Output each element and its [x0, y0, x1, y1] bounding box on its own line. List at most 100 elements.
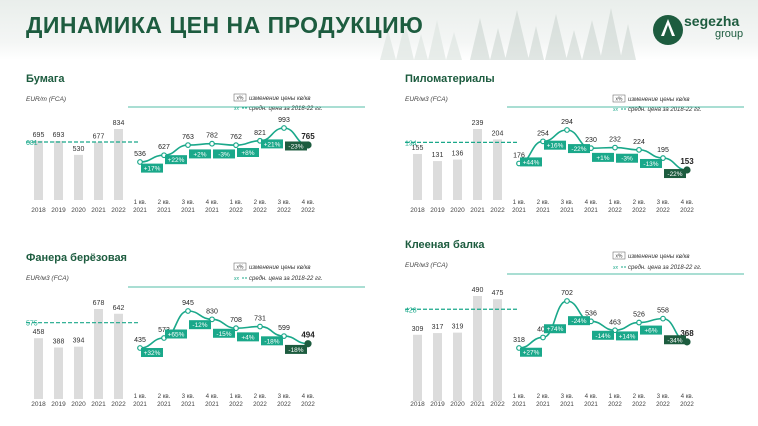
quarter-label-top: 1 кв.	[513, 393, 526, 400]
chart-unit: EUR/м3 (FCA)	[26, 275, 69, 282]
quarter-value: 254	[537, 130, 549, 137]
change-value: -13%	[643, 161, 658, 168]
change-badge-bg	[568, 144, 590, 154]
year-value: 475	[492, 290, 504, 297]
year-bar	[433, 161, 442, 200]
legend-change-label: изменение цены кв/кв	[249, 265, 311, 271]
quarter-label-top: 4 кв.	[681, 199, 694, 206]
quarter-label-year: 2022	[253, 207, 267, 213]
year-value: 131	[432, 152, 444, 159]
quarter-label-year: 2022	[253, 401, 267, 408]
chart-title: Фанера берёзовая	[26, 252, 127, 264]
change-badge-bg	[189, 320, 211, 330]
quarter-value: 536	[585, 310, 597, 317]
quarter-value: 224	[633, 139, 645, 146]
segezha-logo-icon	[653, 15, 683, 45]
quarter-label-top: 1 кв.	[134, 199, 147, 206]
quarter-value: 463	[609, 319, 621, 326]
change-badge: -18%	[285, 344, 307, 354]
year-bar	[34, 140, 43, 200]
year-bar	[54, 347, 63, 399]
change-badge-bg	[640, 325, 662, 335]
year-label: 2021	[470, 401, 485, 408]
change-badge-bg	[237, 147, 259, 157]
quarter-label-top: 1 кв.	[609, 393, 622, 400]
quarter-label-top: 4 кв.	[681, 393, 694, 400]
quarter-value: 763	[182, 134, 194, 141]
quarter-value: 526	[633, 312, 645, 319]
quarter-label-top: 2 кв.	[633, 199, 646, 206]
quarter-label-year: 2022	[680, 207, 694, 213]
quarter-label-top: 2 кв.	[537, 393, 550, 400]
quarter-label-top: 3 кв.	[278, 393, 291, 400]
quarter-label-year: 2022	[680, 401, 694, 408]
legend-change-swatch	[233, 93, 247, 102]
header-banner: ДИНАМИКА ЦЕН НА ПРОДУКЦИЮ segezha group	[0, 0, 758, 60]
quarter-point	[281, 125, 287, 131]
change-value: +6%	[644, 328, 657, 335]
quarter-value: 573	[158, 327, 170, 334]
year-label: 2018	[31, 401, 46, 408]
year-bar	[94, 142, 103, 200]
change-badge-bg	[544, 140, 566, 150]
year-bar	[453, 159, 462, 200]
avg-value: 575	[26, 321, 38, 328]
quarter-value: 762	[230, 134, 242, 141]
quarter-label-year: 2022	[277, 401, 291, 408]
year-value: 309	[412, 326, 424, 333]
quarter-point	[257, 323, 263, 330]
change-badge: -22%	[568, 144, 590, 154]
year-bar	[34, 338, 43, 399]
quarter-label-year: 2021	[133, 207, 147, 213]
legend-change-badge: x%	[616, 254, 624, 260]
quarter-label-top: 4 кв.	[585, 199, 598, 206]
chart-title: Пиломатериалы	[405, 73, 495, 85]
year-label: 2019	[51, 401, 66, 408]
change-badge: +32%	[141, 347, 163, 357]
change-value: -22%	[667, 171, 682, 178]
legend-avg-prefix: xx	[233, 106, 240, 112]
quarter-label-year: 2021	[560, 207, 574, 213]
change-badge: +27%	[520, 347, 542, 357]
year-label: 2022	[111, 207, 126, 213]
avg-value: 681	[26, 140, 38, 147]
year-bar	[74, 346, 83, 399]
change-badge-bg	[285, 141, 307, 151]
chart-title: Клееная балка	[405, 239, 485, 251]
change-badge: -14%	[592, 330, 614, 340]
change-badge: +6%	[640, 325, 662, 335]
year-label: 2020	[450, 207, 465, 213]
change-value: +4%	[241, 334, 254, 341]
change-badge-bg	[544, 324, 566, 334]
year-value: 530	[73, 146, 85, 153]
year-bar	[473, 296, 482, 401]
quarter-value: 821	[254, 130, 266, 137]
change-badge-bg	[520, 157, 542, 167]
chart-title: Бумага	[26, 73, 65, 85]
change-value: -14%	[595, 333, 610, 340]
quarter-label-year: 2022	[632, 401, 646, 408]
legend: x% изменение цены кв/кв xx средн. цена за 2…	[612, 251, 702, 271]
change-badge: +22%	[165, 155, 187, 165]
quarter-point	[660, 315, 666, 322]
quarter-point	[185, 308, 191, 314]
change-badge: +8%	[237, 147, 259, 157]
change-badge-bg	[213, 328, 235, 338]
logo-name: segezha	[684, 13, 740, 29]
quarter-label-year: 2021	[512, 207, 526, 213]
quarter-label-year: 2021	[584, 401, 598, 408]
quarter-label-year: 2021	[133, 401, 147, 408]
legend-change-badge: x%	[616, 97, 624, 103]
change-badge: -34%	[664, 335, 686, 344]
change-value: -18%	[288, 347, 303, 354]
avg-value: 194	[405, 140, 417, 147]
year-value: 319	[452, 324, 464, 331]
quarter-value: 627	[158, 144, 170, 151]
change-value: -3%	[621, 156, 633, 163]
quarter-label-top: 2 кв.	[254, 393, 267, 400]
year-bar	[493, 299, 502, 401]
quarter-label-year: 2022	[229, 207, 243, 213]
year-label: 2021	[91, 207, 106, 213]
quarter-point	[233, 142, 239, 149]
change-badge-bg	[189, 149, 211, 159]
